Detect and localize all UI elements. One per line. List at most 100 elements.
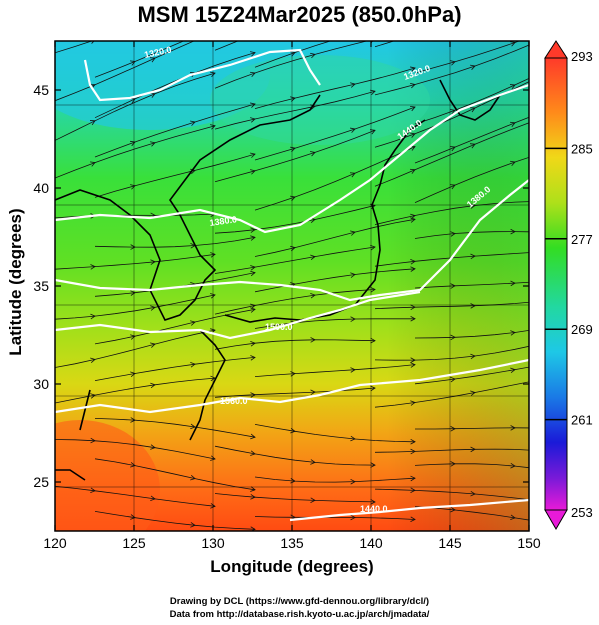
streamline-arrow (130, 244, 136, 250)
streamline-arrow (350, 367, 356, 373)
streamline-arrow (349, 172, 356, 178)
streamline-arrow (449, 184, 456, 190)
streamline-arrow (531, 199, 535, 204)
streamline-arrow (510, 463, 516, 469)
streamline-arrow (190, 320, 196, 326)
streamline-arrow (150, 305, 156, 311)
streamline-arrow (250, 303, 256, 310)
colorbar-top-triangle (544, 40, 568, 59)
streamline-arrow (509, 84, 516, 90)
streamline-arrow (469, 143, 476, 149)
streamline-arrow (289, 51, 296, 57)
streamline-43 (214, 339, 376, 350)
streamline-arrow (370, 385, 376, 392)
streamline-arrow (410, 217, 416, 223)
streamline-45 (94, 357, 256, 381)
streamline-arrow (530, 300, 535, 305)
colorbar-tick-label-0: 293 (571, 49, 593, 64)
streamline-arrow (469, 107, 476, 113)
colorbar: 293 285 277 269 261 253 (544, 40, 593, 530)
streamline-arrow (310, 337, 316, 343)
streamline-arrow (530, 79, 535, 83)
streamline-arrow (350, 230, 356, 236)
streamline-58 (254, 476, 416, 483)
streamline-arrow (90, 357, 96, 363)
streamline-arrow (149, 57, 156, 63)
streamline-arrow (250, 11, 255, 15)
streamline-arrow (410, 448, 416, 455)
streamline-arrow (509, 160, 516, 167)
streamline-29 (414, 231, 529, 239)
y-tick-label-2: 35 (33, 278, 49, 294)
streamline-65 (414, 506, 529, 521)
streamline-arrow (450, 461, 456, 467)
streamline-arrow (250, 227, 256, 233)
x-tick-label-1: 125 (122, 535, 146, 551)
streamline-arrow (210, 32, 215, 36)
coastlines (55, 79, 501, 481)
streamline-arrow (450, 506, 456, 513)
grid-lines (55, 41, 529, 531)
y-tick-label-3: 40 (33, 180, 49, 196)
streamline-6 (55, 41, 195, 102)
streamline-arrow (410, 34, 415, 39)
streamline-57 (94, 458, 256, 491)
streamline-arrow (410, 316, 416, 322)
streamline-arrow (210, 293, 216, 299)
streamline-arrow (250, 102, 256, 108)
streamline-arrow (91, 41, 95, 44)
streamline-arrow (190, 362, 196, 368)
streamline-arrow (90, 393, 96, 399)
streamline-19 (214, 129, 376, 183)
streamline-arrow (250, 486, 256, 492)
streamline-arrow (530, 498, 535, 503)
streamline-10 (254, 67, 416, 109)
streamline-46 (254, 364, 416, 377)
streamline-21 (94, 153, 256, 198)
streamline-arrow (350, 127, 356, 133)
streamline-arrow (310, 151, 316, 157)
streamline-59 (414, 463, 529, 469)
streamline-53 (415, 427, 529, 430)
streamline-39 (94, 308, 256, 345)
streamline-arrow (190, 423, 196, 430)
streamline-arrow (410, 82, 416, 89)
streamline-arrow (90, 264, 96, 270)
streamline-arrow (89, 83, 96, 89)
streamline-35 (414, 281, 529, 289)
streamline-arrow (410, 475, 416, 482)
streamline-arrow (310, 254, 316, 261)
streamline-arrow (310, 389, 316, 396)
streamline-arrow (250, 433, 256, 440)
streamline-arrow (410, 66, 416, 72)
streamline-arrow (449, 146, 456, 152)
streamline-arrow (310, 459, 316, 465)
streamline-arrow (250, 270, 256, 277)
streamline-arrow (350, 514, 356, 521)
streamline-arrow (470, 203, 476, 209)
streamline-arrow (190, 36, 195, 40)
streamline-54 (55, 439, 216, 460)
streamline-arrow (150, 342, 156, 348)
streamline-30 (55, 253, 216, 270)
streamline-arrow (410, 266, 416, 272)
streamline-49 (214, 387, 376, 398)
streamline-60 (55, 485, 216, 507)
streamline-arrow (510, 41, 516, 47)
streamline-arrow (190, 168, 196, 175)
streamline-arrow (470, 253, 476, 260)
streamline-arrow (250, 307, 256, 313)
x-tick-label-4: 140 (359, 535, 383, 551)
streamline-arrow (190, 120, 196, 126)
streamline-arrow (250, 392, 256, 398)
streamline-arrow (129, 140, 136, 147)
streamline-arrow (250, 450, 256, 456)
streamline-25 (214, 205, 376, 234)
streamline-38 (374, 301, 529, 310)
streamline-11 (414, 78, 529, 125)
streamline-arrow (250, 355, 256, 361)
streamline-arrow (530, 0, 535, 2)
streamline-arrow (150, 259, 156, 265)
streamline-arrow (210, 375, 216, 382)
